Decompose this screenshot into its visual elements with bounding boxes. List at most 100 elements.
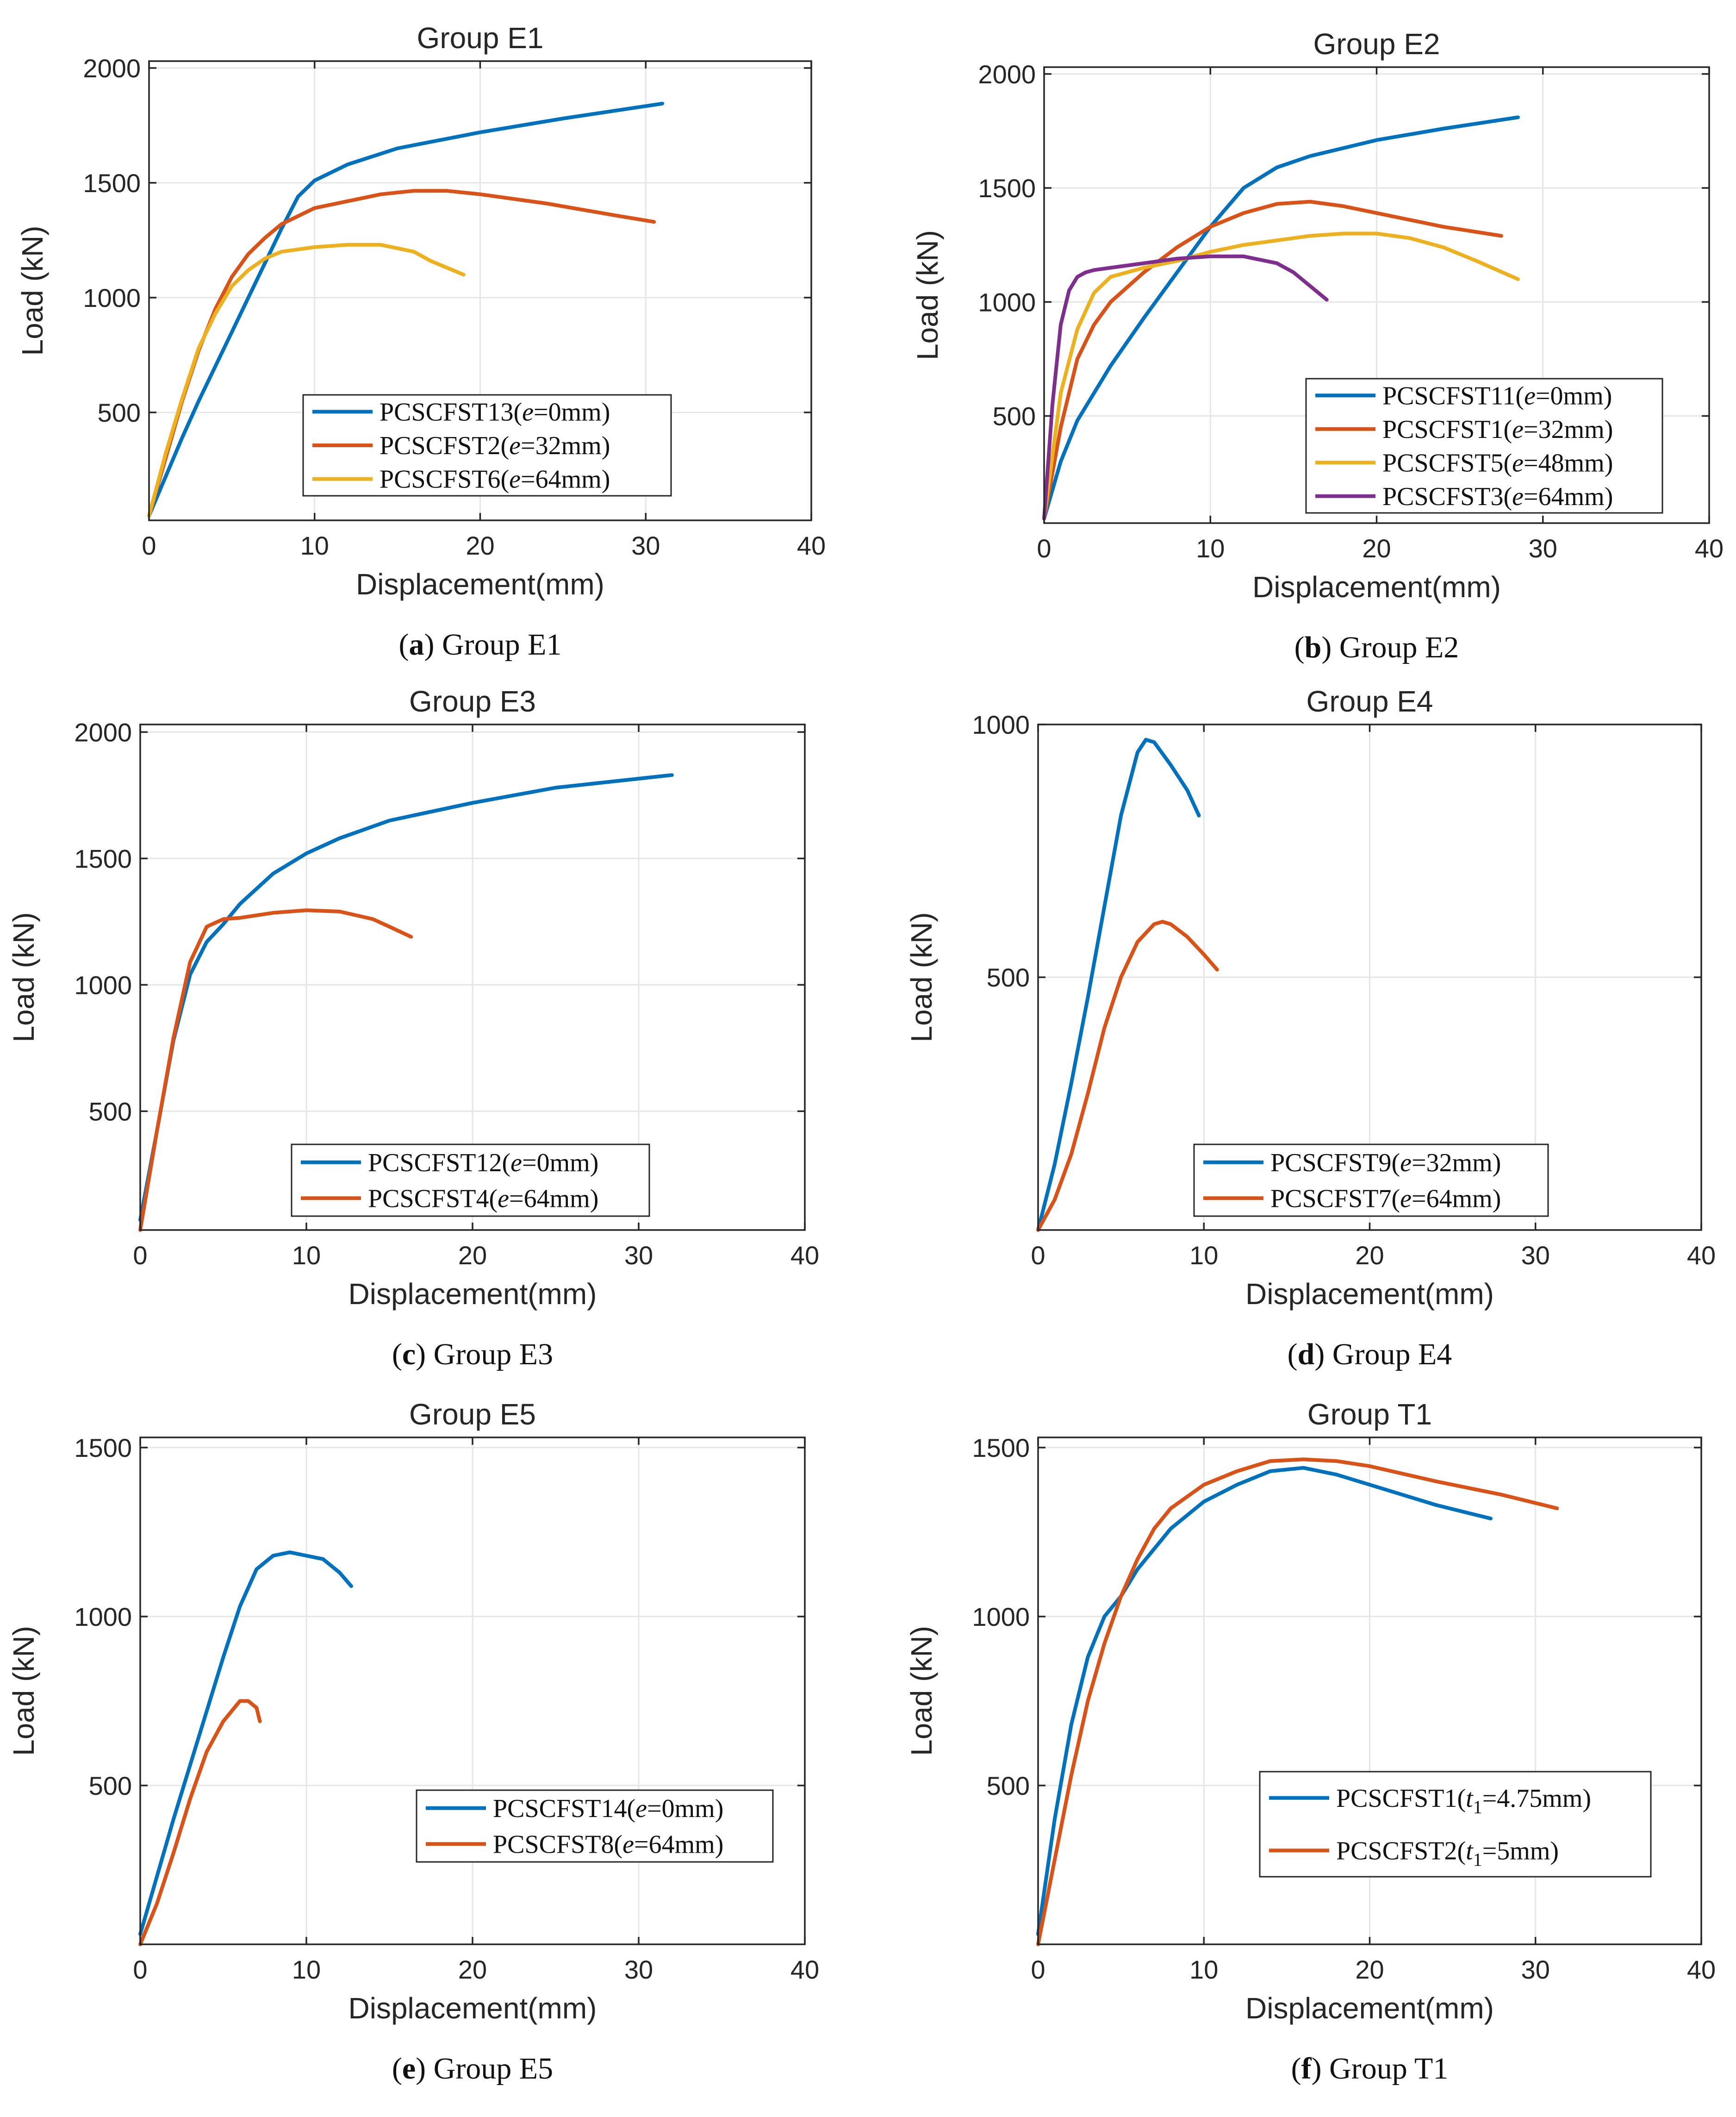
legend-box (1259, 1771, 1652, 1878)
legend-name: PCSCFST14( (493, 1794, 635, 1823)
legend-name: PCSCFST2( (1336, 1836, 1466, 1865)
legend-value: =64mm) (634, 1830, 723, 1859)
caption-letter: c (402, 1337, 416, 1371)
caption-letter: e (402, 2052, 416, 2086)
legend-value: =0mm) (534, 398, 610, 426)
y-tick-label: 500 (987, 1771, 1030, 1800)
legend-name: PCSCFST11( (1382, 381, 1524, 410)
x-axis-label: Displacement(mm) (348, 1992, 597, 2025)
series-line-pcscfst13 (147, 101, 664, 518)
y-tick-label: 1000 (83, 283, 141, 312)
legend-entry: PCSCFST2(e=32mm) (380, 431, 610, 460)
legend-param: e (510, 1149, 522, 1177)
legend-entry: PCSCFST5(e=48mm) (1382, 449, 1613, 477)
y-tick-label: 500 (993, 402, 1036, 431)
caption-open: ( (1294, 631, 1305, 664)
x-tick-label: 0 (133, 1241, 147, 1270)
y-tick-label: 500 (98, 398, 141, 427)
legend: PCSCFST12(e=0mm)PCSCFST4(e=64mm) (291, 1143, 650, 1217)
caption-open: ( (399, 628, 409, 662)
y-tick-label: 500 (987, 963, 1030, 992)
legend-value: =64mm) (509, 1184, 598, 1213)
y-axis-label: Load (kN) (905, 1626, 938, 1756)
legend-param: e (509, 465, 521, 494)
y-tick-label: 1000 (972, 710, 1030, 739)
legend-param: e (522, 398, 534, 426)
chart-title: Group E4 (1307, 685, 1433, 718)
y-axis-label: Load (kN) (16, 226, 49, 356)
legend-value: =0mm) (647, 1794, 723, 1823)
x-tick-label: 20 (1355, 1241, 1384, 1270)
caption-text: ) Group E2 (1321, 631, 1459, 664)
x-tick-label: 30 (624, 1955, 653, 1984)
legend: PCSCFST11(e=0mm)PCSCFST1(e=32mm)PCSCFST5… (1305, 378, 1663, 514)
series-line-pcscfst1 (1036, 1466, 1493, 1936)
x-tick-label: 10 (1189, 1241, 1218, 1270)
x-tick-label: 0 (133, 1955, 147, 1984)
legend-name: PCSCFST12( (368, 1149, 510, 1177)
legend-param: e (1400, 1149, 1412, 1177)
caption-text: ) Group E3 (416, 1337, 553, 1371)
x-tick-label: 10 (1196, 534, 1225, 563)
legend-param: e (635, 1794, 647, 1823)
y-axis-label: Load (kN) (905, 912, 938, 1043)
y-tick-label: 1500 (978, 174, 1036, 203)
panel-e: 0 10 20 30 40 500 1000 1500 Group E5 Displacement… (7, 1398, 819, 2086)
legend-entry: PCSCFST8(e=64mm) (493, 1830, 723, 1859)
y-tick-label: 500 (89, 1097, 132, 1126)
y-tick-label: 1500 (74, 844, 132, 873)
legend-param: e (1512, 415, 1524, 444)
series-line-pcscfst4 (138, 908, 413, 1232)
legend-entry: PCSCFST1(t1=4.75mm) (1336, 1784, 1591, 1817)
legend-name: PCSCFST6( (380, 465, 509, 494)
y-tick-label: 1000 (978, 287, 1036, 317)
x-tick-label: 0 (142, 531, 156, 560)
y-tick-label: 1500 (83, 169, 141, 198)
legend-value: =4.75mm) (1482, 1784, 1591, 1813)
legend-value: =64mm) (521, 465, 610, 494)
legend-value: =0mm) (1536, 381, 1612, 410)
panel-caption: (c) Group E3 (392, 1337, 553, 1371)
y-tick-label: 1000 (74, 970, 132, 999)
caption-text: ) Group T1 (1312, 2052, 1449, 2086)
legend-value: =5mm) (1482, 1836, 1559, 1865)
x-axis-label: Displacement(mm) (356, 568, 604, 601)
caption-open: ( (392, 1337, 402, 1371)
series-line-pcscfst9 (1036, 737, 1201, 1232)
panel-caption: (e) Group E5 (392, 2052, 553, 2086)
chart-title: Group E3 (409, 685, 536, 718)
legend-box (1305, 378, 1663, 514)
legend-param: e (1524, 381, 1536, 410)
x-tick-label: 0 (1031, 1955, 1045, 1984)
legend-entry: PCSCFST6(e=64mm) (380, 465, 610, 494)
legend-name: PCSCFST3( (1382, 482, 1512, 511)
legend-name: PCSCFST8( (493, 1830, 622, 1859)
caption-open: ( (392, 2052, 402, 2086)
y-tick-label: 2000 (74, 718, 132, 747)
y-axis-label: Load (kN) (7, 912, 40, 1043)
legend-entry: PCSCFST9(e=32mm) (1270, 1149, 1501, 1177)
x-tick-label: 40 (1687, 1955, 1716, 1984)
series-line-pcscfst2 (1036, 1457, 1559, 1946)
y-tick-label: 500 (89, 1771, 132, 1800)
legend-value: =32mm) (521, 431, 610, 460)
panel-c: 0 10 20 30 40 500 1000 1500 2000 Group E3 Displace… (7, 685, 819, 1371)
grid (140, 1437, 805, 1944)
y-tick-label: 1500 (972, 1433, 1030, 1462)
y-tick-label: 1500 (74, 1433, 132, 1462)
legend-value: =32mm) (1412, 1149, 1501, 1177)
x-tick-label: 20 (458, 1955, 487, 1984)
legend-value: =64mm) (1412, 1184, 1501, 1213)
caption-text: ) Group E1 (424, 628, 562, 662)
chart-title: Group E5 (409, 1398, 536, 1431)
legend-param: e (1400, 1184, 1412, 1213)
legend-name: PCSCFST5( (1382, 449, 1512, 477)
panel-a: 0 10 20 30 40 500 1000 1500 2000 Group E1 Displace… (16, 21, 826, 662)
panel-caption: (d) Group E4 (1288, 1337, 1452, 1371)
y-tick-label: 1000 (972, 1602, 1030, 1631)
panel-b: 0 10 20 30 40 500 1000 1500 2000 Group E2 Displace… (911, 27, 1724, 664)
legend-entry: PCSCFST2(t1=5mm) (1336, 1836, 1559, 1870)
series-line-pcscfst6 (147, 243, 466, 518)
x-tick-label: 30 (1521, 1955, 1550, 1984)
